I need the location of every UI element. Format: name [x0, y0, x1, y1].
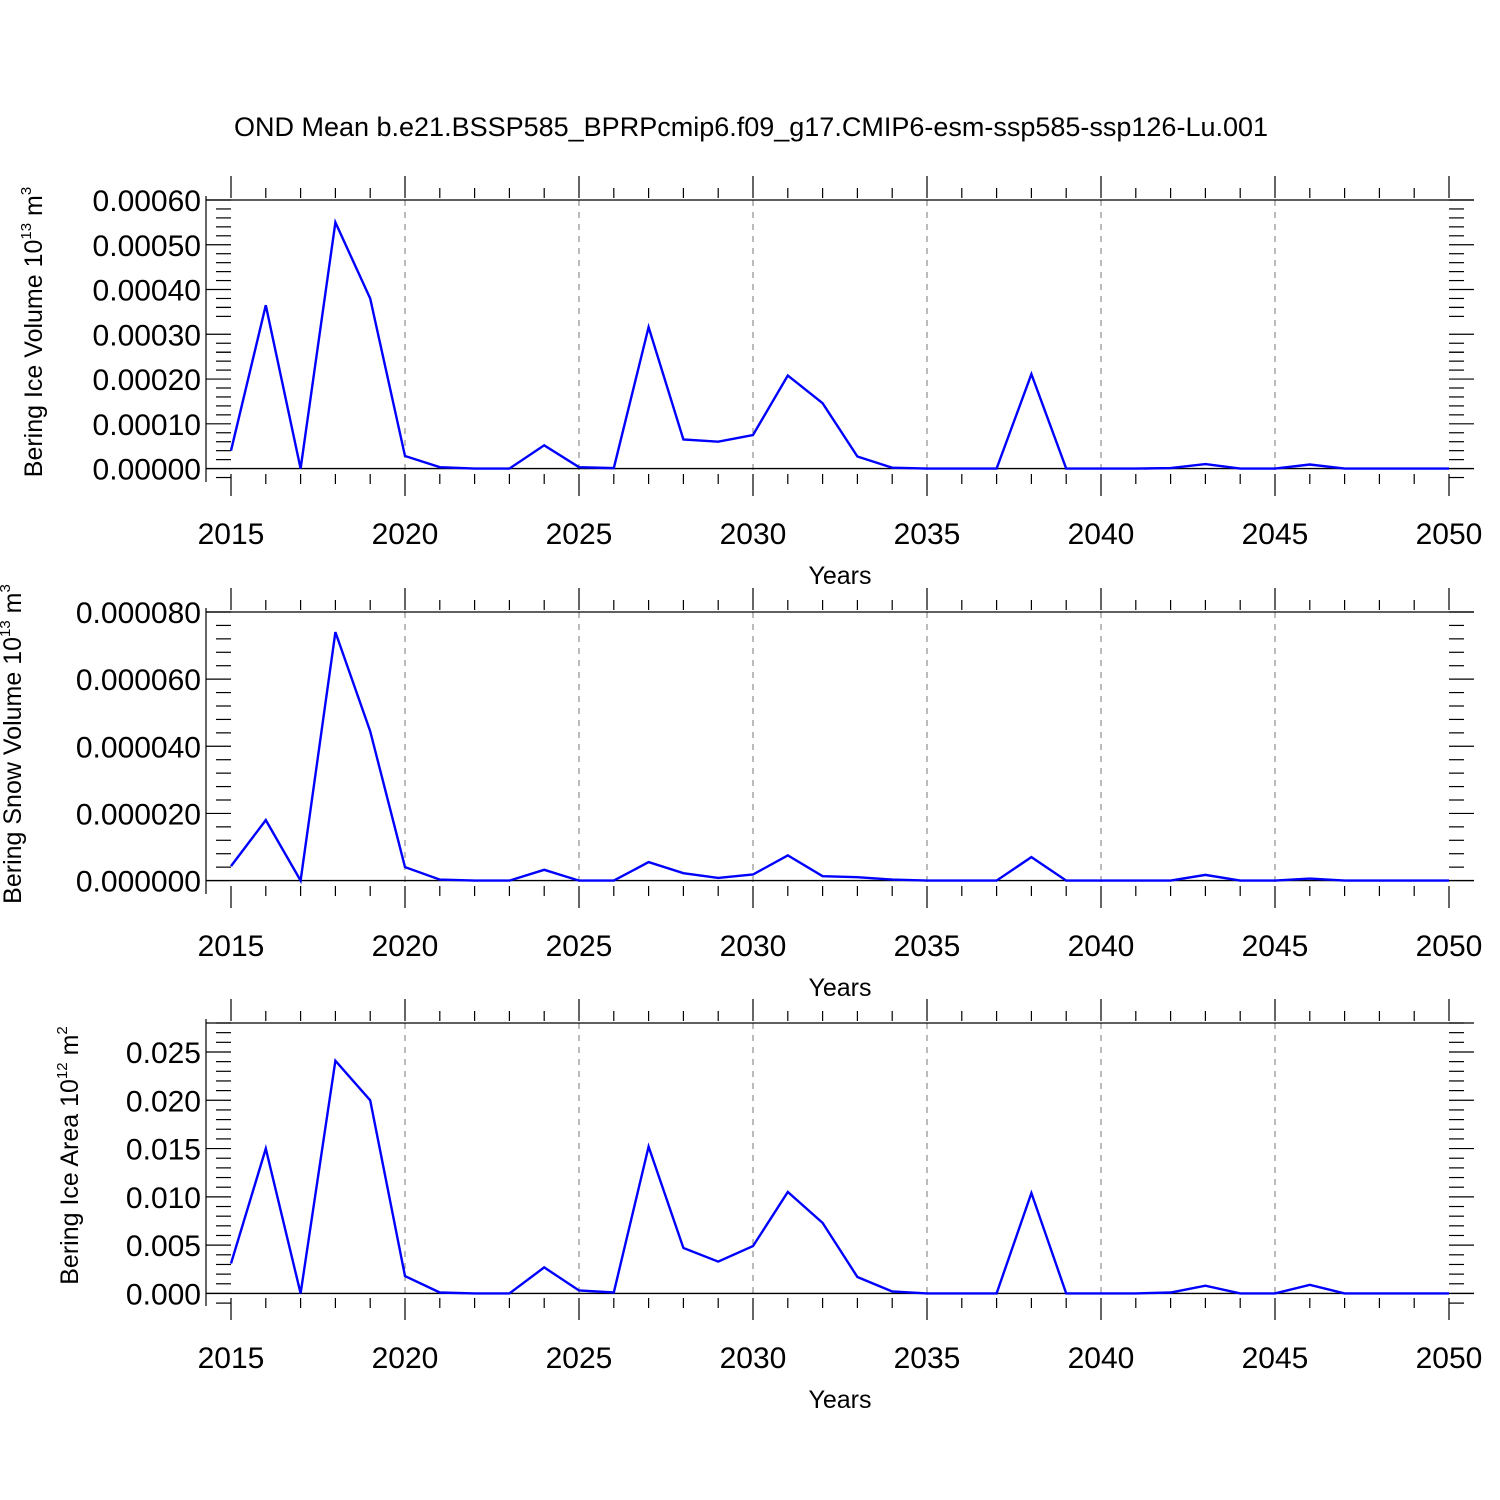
x-tick-label: 2030: [720, 518, 787, 551]
x-tick-label: 2015: [198, 1342, 265, 1375]
x-tick-label: 2015: [198, 518, 265, 551]
x-tick-label: 2040: [1068, 930, 1135, 963]
y-tick-label: 0.00030: [93, 319, 201, 352]
x-tick-label: 2035: [894, 518, 961, 551]
x-tick-label: 2050: [1416, 1342, 1483, 1375]
y-tick-label: 0.025: [126, 1037, 201, 1070]
chart-title: OND Mean b.e21.BSSP585_BPRPcmip6.f09_g17…: [234, 112, 1268, 142]
x-tick-label: 2030: [720, 1342, 787, 1375]
y-tick-label: 0.00050: [93, 230, 201, 263]
y-axis-label: Bering Snow Volume 1013 m3: [0, 584, 27, 904]
x-tick-label: 2045: [1242, 518, 1309, 551]
x-tick-label: 2045: [1242, 1342, 1309, 1375]
x-tick-label: 2035: [894, 1342, 961, 1375]
x-tick-label: 2040: [1068, 1342, 1135, 1375]
x-tick-label: 2030: [720, 930, 787, 963]
y-tick-label: 0.00000: [93, 454, 201, 487]
x-axis-label: Years: [808, 562, 871, 590]
x-tick-label: 2035: [894, 930, 961, 963]
y-tick-label: 0.000: [126, 1278, 201, 1311]
x-tick-label: 2020: [372, 930, 439, 963]
y-tick-label: 0.000060: [76, 664, 201, 697]
x-tick-label: 2045: [1242, 930, 1309, 963]
series-line: [229, 218, 1449, 470]
x-axis-label: Years: [808, 1386, 871, 1414]
y-tick-label: 0.00040: [93, 275, 201, 308]
chart-panel-2: 0.000000 0.000020 0.000040 0.000060 0.000080…: [0, 584, 1482, 1002]
y-axis-label: Bering Ice Volume 1013 m3: [18, 187, 48, 477]
x-tick-label: 2025: [546, 1342, 613, 1375]
y-tick-label: 0.000020: [76, 798, 201, 831]
y-tick-label: 0.00060: [93, 185, 201, 218]
chart-panel-3: 0.000 0.005 0.010 0.015 0.020 0.025 2015 2020 20…: [54, 999, 1482, 1414]
y-tick-label: 0.00010: [93, 409, 201, 442]
x-axis-label: Years: [808, 974, 871, 1002]
x-tick-label: 2025: [546, 930, 613, 963]
x-tick-label: 2040: [1068, 518, 1135, 551]
series-line: [230, 631, 1449, 885]
x-tick-label: 2025: [546, 518, 613, 551]
x-tick-label: 2020: [372, 518, 439, 551]
y-axis-label: Bering Ice Area 1012 m2: [54, 1026, 84, 1285]
y-tick-label: 0.00020: [93, 364, 201, 397]
x-tick-label: 2050: [1416, 518, 1483, 551]
series-line: [229, 1057, 1449, 1295]
y-tick-label: 0.005: [126, 1230, 201, 1263]
y-tick-label: 0.010: [126, 1182, 201, 1215]
y-tick-label: 0.015: [126, 1134, 201, 1167]
chart-panel-1: 0.00000 0.00010 0.00020 0.00030 0.00040 0.000…: [18, 176, 1482, 590]
y-tick-label: 0.000040: [76, 731, 201, 764]
y-tick-label: 0.020: [126, 1085, 201, 1118]
y-tick-label: 0.000000: [76, 866, 201, 899]
x-tick-label: 2050: [1416, 930, 1483, 963]
y-tick-label: 0.000080: [76, 597, 201, 630]
panels: 0.00000 0.00010 0.00020 0.00030 0.00040 0.000…: [0, 176, 1482, 1414]
x-tick-label: 2015: [198, 930, 265, 963]
x-tick-label: 2020: [372, 1342, 439, 1375]
